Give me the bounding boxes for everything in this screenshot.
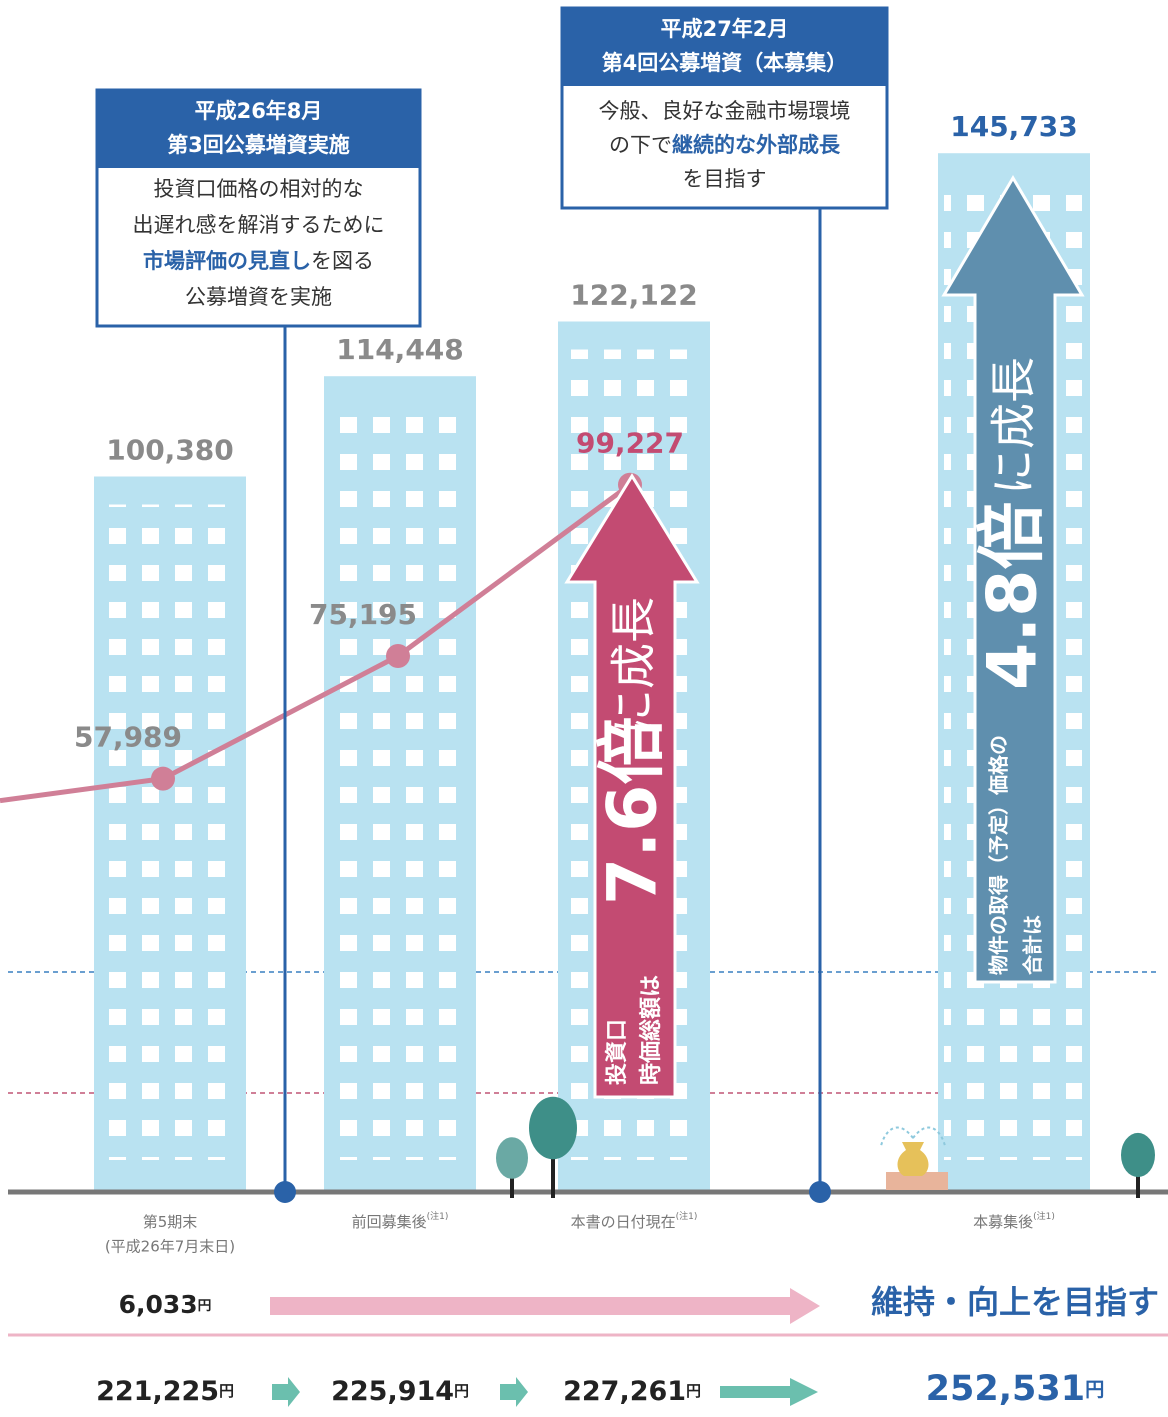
arrow-multiple: 4.8倍 [974,502,1053,690]
callout-text: 公募増資を実施 [185,285,332,309]
category-label: 前回募集後(注1) [352,1210,449,1231]
arrow-subject: 物件の取得（予定）価格の [987,735,1011,975]
line-point [151,766,175,791]
event-dot [274,1181,296,1203]
callout-text: を目指す [683,167,767,191]
callout-line: の下で継続的な外部成長 [609,133,841,157]
fountain-vase [897,1142,929,1176]
amount-value: 221,225 [96,1376,219,1407]
event-dot [809,1181,831,1203]
line-point [386,644,410,669]
arrow-subject: 時価総額は [638,975,664,1085]
line-value-label: 75,195 [309,598,417,631]
bar-value-label: 100,380 [106,433,234,466]
step-arrow [720,1378,818,1406]
amount-value: 225,914 [331,1376,454,1407]
category-note: (注1) [427,1210,449,1222]
tree-crown [496,1137,528,1179]
category-label: 本募集後(注1) [973,1210,1055,1231]
amount-value: 6,033 [119,1290,198,1319]
callout-line: 市場評価の見直しを図る [143,249,374,273]
callout-text: を図る [311,249,374,273]
amount-value: 227,261 [563,1376,686,1407]
arrow-multiple: 7.6倍 [594,717,673,905]
growth-arrow [941,175,1085,984]
callout-text: 出遅れ感を解消するために [133,213,385,237]
callout-line: 公募増資を実施 [185,285,332,309]
callout-text: 今般、良好な金融市場環境 [599,99,851,123]
arrow-subject: 合計は [1021,915,1045,975]
line-lead [0,776,164,804]
tree-crown [529,1096,577,1160]
category-sub: (平成26年7月末日) [105,1238,235,1256]
amount-unit: 円 [198,1298,212,1314]
callout-line: 出遅れ感を解消するために [133,213,385,237]
category-name: 本募集後 [973,1213,1033,1231]
callout-text: の下で [609,133,672,157]
line-value-label: 99,227 [576,427,684,460]
step-arrow [272,1377,300,1407]
amount-unit: 円 [454,1382,469,1400]
category-label: 本書の日付現在(注1) [571,1210,698,1231]
callout-header-bg [97,90,420,168]
callout-header: 第3回公募増資実施 [167,133,350,157]
amount-value: 252,531 [926,1369,1085,1409]
callout-header: 第4回公募増資（本募集） [602,51,848,75]
amount: 252,531円 [926,1369,1105,1409]
amount: 225,914円 [331,1376,469,1407]
fountain-water [880,1126,946,1147]
arrow-tail: に成長 [987,357,1041,495]
callout-text: 投資口価格の相対的な [154,177,364,201]
arrow-tail: に成長 [607,597,661,735]
callout-header: 平成27年2月 [661,17,789,41]
bar-value-label: 145,733 [950,110,1078,143]
category-note: (注1) [1033,1210,1055,1222]
fountain-base [886,1172,948,1190]
tree-crown [1121,1132,1155,1178]
line-value-label: 57,989 [74,721,182,754]
bar-value-label: 122,122 [570,279,698,312]
bar-windows [100,504,238,1161]
bar-value-label: 114,448 [336,333,464,366]
category-label: 第5期末 [143,1213,198,1231]
category-name: 前回募集後 [352,1213,427,1231]
growth-arrow [564,473,700,1099]
callout-header-bg [562,8,887,86]
amount-unit: 円 [1085,1378,1104,1401]
category-name: 本書の日付現在 [571,1213,676,1231]
callout-highlight: 継続的な外部成長 [672,133,841,157]
amount: 221,225円 [96,1376,234,1407]
callout-line: 今般、良好な金融市場環境 [599,99,851,123]
row-goal: 維持・向上を目指す [871,1283,1159,1321]
amount: 6,033円 [119,1290,212,1319]
amount: 227,261円 [563,1376,701,1407]
category-note: (注1) [676,1210,698,1222]
bar-windows [330,404,468,1160]
callout-line: 投資口価格の相対的な [154,177,364,201]
arrow-subject: 投資口 [604,1019,630,1085]
callout-highlight: 市場評価の見直し [143,249,311,273]
step-arrow [500,1377,528,1407]
category-name: 第5期末 [143,1213,198,1231]
callout-header: 平成26年8月 [195,99,323,123]
row-arrow [270,1288,820,1324]
amount-unit: 円 [686,1382,701,1400]
callout-line: を目指す [683,167,767,191]
amount-unit: 円 [219,1382,234,1400]
